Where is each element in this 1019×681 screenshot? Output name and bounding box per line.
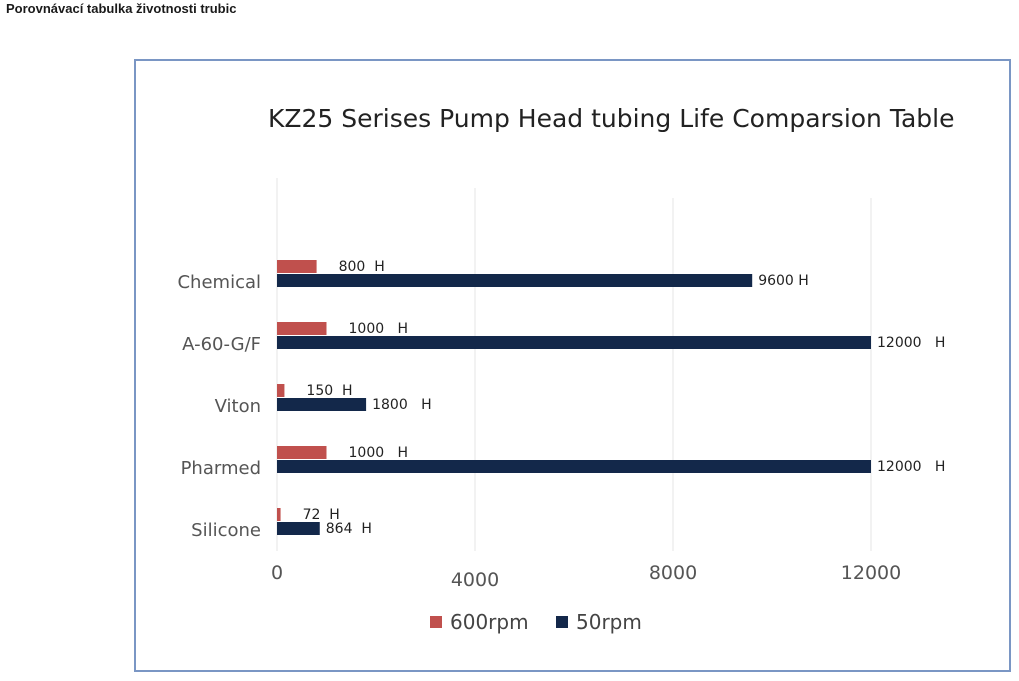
- category-label: Pharmed: [181, 458, 261, 479]
- bar-A-60-G/F-600rpm: [277, 322, 327, 335]
- x-tick-label: 0: [271, 562, 283, 584]
- bar-Silicone-50rpm: [277, 522, 320, 535]
- data-label-Pharmed-600rpm: 1000 H: [349, 445, 409, 461]
- bar-labels: 800 H 9600 H 1000 H 12000 H 150 H 1800 H 1000 …: [303, 259, 946, 537]
- data-label-Silicone-50rpm: 864 H: [326, 521, 372, 537]
- data-label-Chemical-600rpm: 800 H: [339, 259, 385, 275]
- data-label-Chemical-50rpm: 9600 H: [758, 273, 809, 289]
- x-tick-label: 8000: [649, 562, 697, 584]
- legend-swatch-600rpm: [430, 616, 442, 628]
- bar-Viton-600rpm: [277, 384, 285, 397]
- chart-frame: KZ25 Serises Pump Head tubing Life Compa…: [134, 59, 1011, 672]
- category-label: Silicone: [191, 520, 261, 541]
- bar-Chemical-600rpm: [277, 260, 317, 273]
- bar-Silicone-600rpm: [277, 508, 281, 521]
- bar-Pharmed-600rpm: [277, 446, 327, 459]
- category-label: Chemical: [177, 272, 261, 293]
- bar-Viton-50rpm: [277, 398, 367, 411]
- data-label-Silicone-600rpm: 72 H: [303, 507, 340, 523]
- bar-A-60-G/F-50rpm: [277, 336, 871, 349]
- x-tick-label: 12000: [841, 562, 901, 584]
- category-labels: Chemical A-60-G/F Viton Pharmed Silicone: [177, 272, 261, 541]
- data-label-Viton-50rpm: 1800 H: [372, 397, 432, 413]
- page-heading: Porovnávací tabulka životnosti trubic: [6, 1, 237, 16]
- legend-label-50rpm: 50rpm: [576, 610, 642, 634]
- bars: [277, 260, 871, 535]
- bar-chart: KZ25 Serises Pump Head tubing Life Compa…: [177, 104, 955, 634]
- x-tick-label: 4000: [451, 569, 499, 591]
- data-label-A-60-G/F-600rpm: 1000 H: [349, 321, 409, 337]
- legend-label-600rpm: 600rpm: [450, 610, 529, 634]
- legend: 600rpm 50rpm: [430, 610, 642, 634]
- category-label: A-60-G/F: [182, 334, 261, 355]
- x-axis-tick-labels: 0 4000 8000 12000: [271, 562, 901, 591]
- data-label-Pharmed-50rpm: 12000 H: [877, 459, 945, 475]
- data-label-Viton-600rpm: 150 H: [306, 383, 352, 399]
- legend-swatch-50rpm: [556, 616, 568, 628]
- category-label: Viton: [215, 396, 261, 417]
- gridlines: [276, 178, 872, 551]
- bar-Pharmed-50rpm: [277, 460, 871, 473]
- bar-Chemical-50rpm: [277, 274, 753, 287]
- chart-title: KZ25 Serises Pump Head tubing Life Compa…: [268, 104, 955, 133]
- data-label-A-60-G/F-50rpm: 12000 H: [877, 335, 945, 351]
